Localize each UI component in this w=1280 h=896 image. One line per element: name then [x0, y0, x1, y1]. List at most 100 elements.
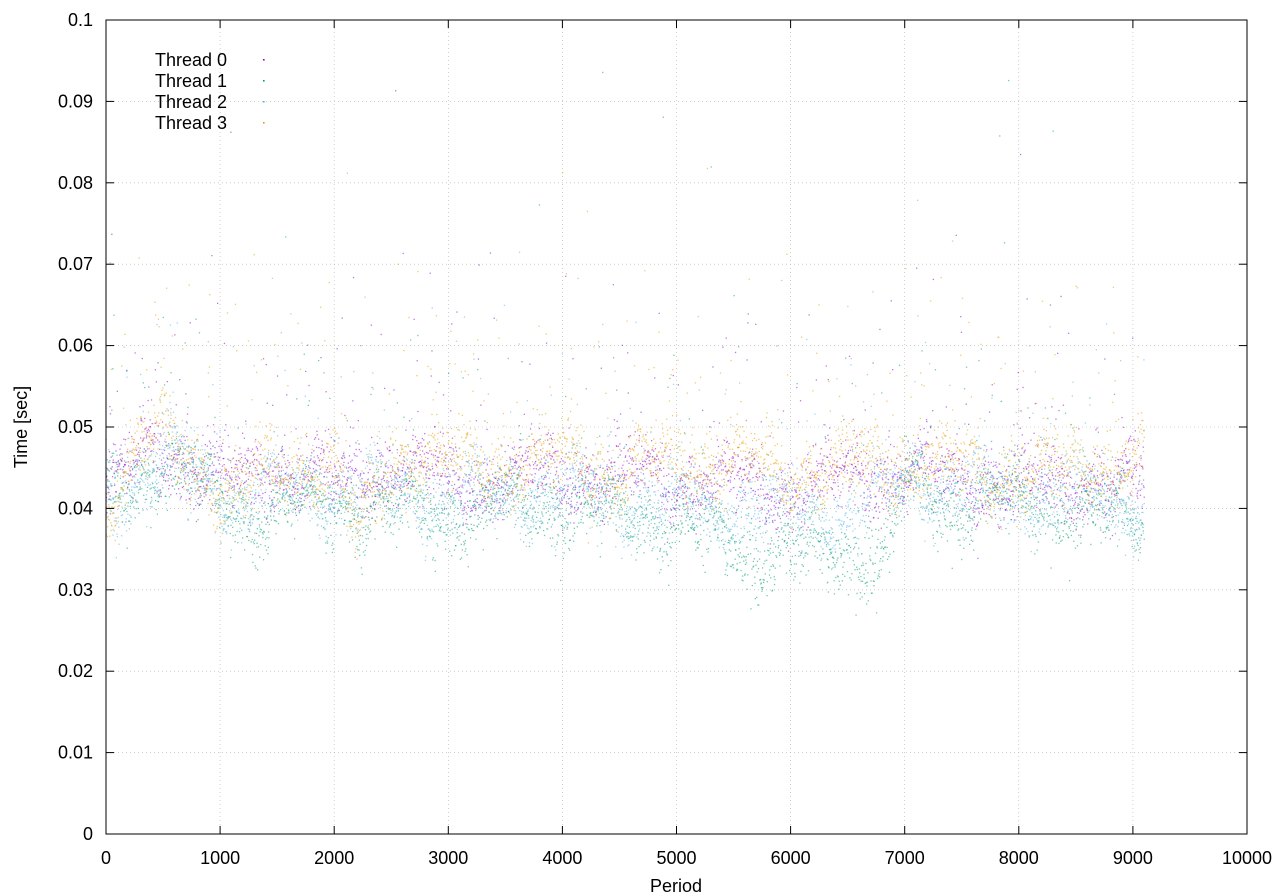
- data-point: [1133, 483, 1135, 485]
- data-point: [348, 455, 351, 457]
- data-point: [599, 479, 601, 481]
- data-point: [432, 557, 434, 559]
- data-point: [910, 464, 912, 466]
- data-point: [405, 429, 407, 431]
- data-point: [505, 474, 507, 476]
- data-point: [505, 483, 507, 485]
- data-point: [493, 501, 496, 503]
- data-point: [397, 505, 399, 507]
- data-point: [570, 511, 572, 513]
- data-point: [326, 461, 328, 464]
- data-point: [988, 411, 991, 413]
- data-point: [670, 509, 673, 511]
- data-point: [707, 547, 710, 550]
- data-point: [814, 506, 816, 508]
- data-point: [620, 483, 623, 486]
- data-point: [276, 456, 278, 458]
- data-point: [316, 476, 319, 478]
- data-point: [323, 449, 325, 451]
- data-point: [690, 527, 692, 529]
- data-point: [494, 498, 496, 501]
- data-point: [575, 513, 577, 515]
- data-point: [497, 479, 499, 482]
- data-point: [134, 460, 137, 462]
- data-point: [435, 464, 437, 467]
- data-point: [584, 481, 586, 484]
- data-point: [650, 535, 652, 537]
- data-point: [966, 473, 968, 475]
- data-point: [523, 461, 525, 463]
- data-point: [807, 453, 809, 456]
- data-point: [745, 465, 748, 467]
- data-point: [1133, 467, 1135, 469]
- data-point: [735, 569, 738, 572]
- data-point: [530, 531, 532, 533]
- data-point: [696, 542, 699, 544]
- data-point: [940, 468, 942, 470]
- data-point: [510, 509, 512, 511]
- data-point: [414, 452, 416, 455]
- data-point: [581, 479, 583, 482]
- data-point: [818, 469, 820, 472]
- data-point: [904, 481, 906, 483]
- data-point: [579, 496, 581, 498]
- data-point: [337, 509, 339, 512]
- data-point: [139, 447, 141, 449]
- data-point: [708, 499, 710, 501]
- data-point: [238, 477, 241, 479]
- data-point: [373, 502, 375, 504]
- data-point: [435, 525, 437, 527]
- data-point: [164, 470, 166, 472]
- data-point: [246, 449, 248, 452]
- data-point: [302, 487, 304, 489]
- data-point: [928, 495, 930, 497]
- data-point: [515, 483, 518, 485]
- data-point: [669, 449, 671, 451]
- data-point: [633, 525, 635, 527]
- data-point: [667, 538, 669, 540]
- data-point: [740, 569, 742, 572]
- data-point: [531, 538, 533, 540]
- data-point: [711, 485, 713, 487]
- data-point: [220, 497, 223, 499]
- data-point: [194, 469, 196, 471]
- data-point: [826, 456, 828, 458]
- data-point: [433, 496, 435, 499]
- data-point: [206, 484, 208, 486]
- data-point: [269, 506, 271, 508]
- data-point: [639, 524, 641, 527]
- data-point: [525, 494, 527, 497]
- data-point: [297, 499, 300, 501]
- data-point: [710, 482, 713, 484]
- data-point: [658, 480, 660, 482]
- data-point: [118, 496, 120, 498]
- data-point: [421, 519, 423, 521]
- data-point: [1053, 445, 1055, 447]
- data-point: [1026, 468, 1028, 470]
- data-point: [823, 495, 825, 497]
- data-point: [205, 484, 207, 486]
- data-point: [425, 494, 428, 496]
- data-point: [745, 556, 747, 558]
- data-point: [585, 476, 587, 478]
- data-point: [685, 490, 688, 492]
- data-point: [723, 451, 725, 453]
- data-point: [134, 352, 136, 354]
- data-point: [394, 475, 396, 477]
- data-point: [682, 504, 685, 506]
- data-point: [1055, 459, 1057, 462]
- data-point: [574, 486, 576, 488]
- data-point: [173, 453, 176, 456]
- data-point: [227, 458, 229, 460]
- data-point: [388, 446, 391, 448]
- data-point: [534, 473, 536, 475]
- data-point: [451, 555, 453, 557]
- data-point: [180, 495, 182, 498]
- data-point: [441, 491, 443, 493]
- data-point: [429, 529, 431, 532]
- data-point: [620, 500, 622, 502]
- data-point: [421, 445, 423, 447]
- data-point: [596, 473, 598, 476]
- data-point: [662, 560, 664, 562]
- data-point: [196, 477, 199, 480]
